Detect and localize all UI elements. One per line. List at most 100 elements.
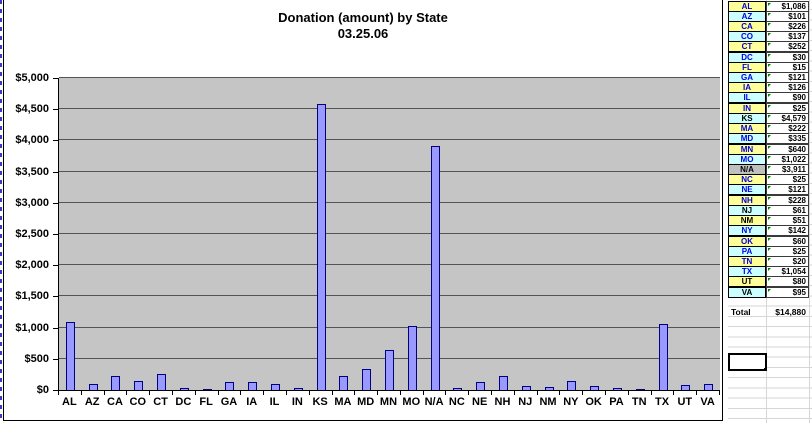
y-gridline [59, 295, 720, 297]
error-indicator-icon [768, 288, 771, 292]
y-axis-label: $1,500 [15, 290, 49, 303]
x-axis-label: FL [199, 396, 213, 408]
x-axis-label: MO [402, 396, 421, 408]
x-axis-label: MA [334, 396, 352, 408]
error-indicator-icon [768, 186, 771, 190]
column-gridline [809, 0, 810, 423]
y-axis-tick [53, 140, 58, 142]
x-axis-tick [354, 391, 356, 395]
error-indicator-icon [768, 227, 771, 231]
bar-TX[interactable] [658, 324, 668, 390]
x-axis-tick [285, 391, 287, 395]
x-axis-label: IN [291, 396, 303, 408]
bar-OK[interactable] [590, 386, 600, 390]
bar-CT[interactable] [157, 374, 167, 390]
active-cell[interactable] [728, 353, 767, 371]
y-axis-tick [53, 296, 58, 298]
y-axis-label: $1,000 [15, 321, 49, 334]
x-axis-label: PA [609, 396, 624, 408]
y-axis-label: $2,500 [15, 228, 49, 240]
bar-AZ[interactable] [88, 383, 98, 390]
bar-NC[interactable] [453, 388, 463, 390]
bar-IN[interactable] [293, 388, 303, 390]
error-indicator-icon [768, 135, 771, 139]
x-axis-tick [582, 391, 584, 395]
error-indicator-icon [768, 125, 771, 129]
chart-title-block: Donation (amount) by State 03.25.06 [4, 10, 722, 42]
error-indicator-icon [768, 237, 771, 241]
y-axis-tick [53, 234, 58, 235]
bar-MA[interactable] [339, 376, 349, 390]
x-axis-tick [194, 391, 196, 395]
bar-PA[interactable] [612, 388, 622, 390]
x-axis-tick [422, 391, 424, 395]
bar-VA[interactable] [704, 384, 714, 390]
x-axis-label: NM [539, 396, 557, 408]
y-gridline [59, 139, 720, 141]
x-axis-label: TX [654, 396, 670, 408]
x-axis-label: CA [107, 396, 123, 408]
bar-IL[interactable] [271, 384, 281, 390]
bar-CA[interactable] [111, 375, 121, 390]
x-axis-label: NE [472, 396, 488, 408]
bar-MO[interactable] [407, 326, 417, 390]
amount-cell[interactable]: $95 [766, 286, 809, 298]
total-label: Total [731, 307, 751, 317]
bar-DC[interactable] [179, 388, 189, 390]
x-axis-label: CO [129, 396, 147, 408]
x-axis-label: NH [494, 396, 511, 408]
bar-TN[interactable] [635, 388, 645, 390]
x-axis-label: N/A [424, 396, 444, 408]
y-axis-tick [53, 327, 58, 329]
error-indicator-icon [768, 196, 771, 200]
x-axis-label: TN [631, 396, 647, 408]
bar-NM[interactable] [544, 386, 554, 390]
y-gridline [59, 170, 720, 172]
bar-CO[interactable] [134, 381, 144, 390]
y-gridline [59, 233, 720, 234]
x-axis-tick [331, 391, 333, 395]
x-axis-tick [719, 391, 720, 395]
bar-UT[interactable] [681, 385, 691, 390]
state-cell[interactable]: VA [728, 286, 766, 298]
y-axis-tick [53, 265, 58, 267]
error-indicator-icon [768, 247, 771, 251]
x-axis-tick [80, 391, 82, 395]
chart-subtitle: 03.25.06 [337, 26, 389, 41]
x-axis-label: MN [379, 396, 398, 408]
x-axis-tick [605, 391, 607, 395]
y-gridline [59, 264, 720, 266]
total-row: Total $14,880 [728, 307, 809, 318]
y-axis-tick [53, 109, 58, 111]
x-axis-tick [171, 391, 173, 395]
error-indicator-icon [768, 63, 771, 67]
bar-MN[interactable] [385, 350, 394, 390]
bar-NJ[interactable] [521, 386, 531, 390]
bar-MD[interactable] [362, 369, 372, 390]
x-axis-tick [468, 391, 470, 395]
x-axis-tick [627, 391, 629, 395]
x-axis-label: CT [153, 396, 168, 408]
page-break-line [0, 0, 2, 423]
bar-AL[interactable] [65, 322, 75, 390]
error-indicator-icon [768, 217, 771, 221]
x-axis-label: GA [220, 396, 238, 408]
bar-N/A[interactable] [430, 145, 440, 390]
x-axis-label: UT [677, 396, 693, 408]
sheet-panel: AL $1,086 AZ $101 CA $226 CO $137 CT $252 DC $30 FL $… [728, 0, 812, 423]
x-axis-tick [513, 391, 515, 395]
bar-KS[interactable] [316, 104, 326, 390]
bar-NY[interactable] [567, 381, 577, 390]
bar-GA[interactable] [225, 382, 235, 390]
y-axis-label: $500 [24, 352, 49, 365]
bar-IA[interactable] [248, 382, 258, 390]
chart-frame: Donation (amount) by State 03.25.06 $0 $5… [3, 0, 723, 421]
x-axis-tick [445, 391, 447, 395]
y-axis-tick [53, 390, 58, 391]
x-axis-label: MD [357, 396, 375, 408]
x-axis-tick [536, 391, 538, 395]
bar-NH[interactable] [498, 375, 508, 390]
bar-NE[interactable] [476, 382, 486, 390]
bar-FL[interactable] [202, 389, 212, 390]
error-indicator-icon [768, 206, 771, 210]
